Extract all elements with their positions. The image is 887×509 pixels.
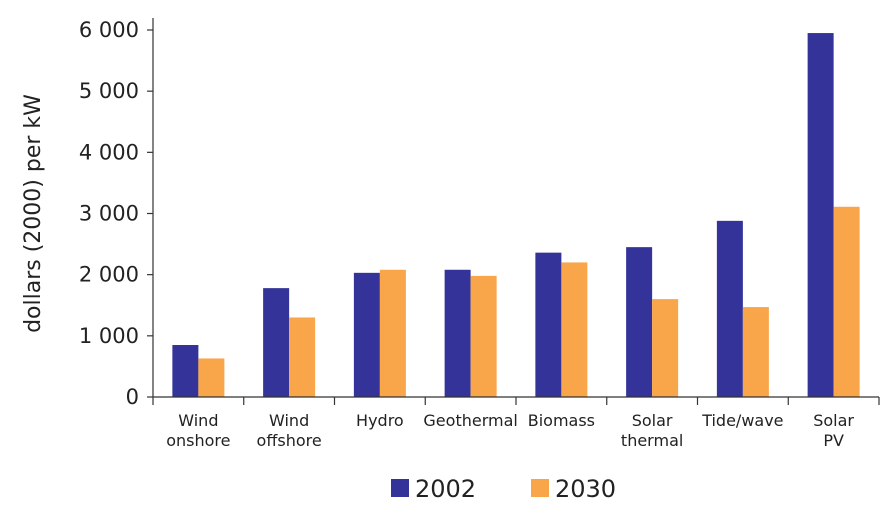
legend-label: 2002	[415, 475, 476, 503]
y-axis-title: dollars (2000) per kW	[21, 94, 46, 333]
y-tick-label: 4 000	[79, 140, 139, 164]
x-category-label: offshore	[257, 431, 322, 450]
x-category-label: Solar	[632, 411, 673, 430]
bar-2002-2	[353, 272, 380, 397]
bar-2002-6	[716, 220, 743, 397]
x-category-label: Hydro	[356, 411, 404, 430]
legend-swatch-2002	[391, 479, 409, 497]
legend-label: 2030	[555, 475, 616, 503]
x-category-label: PV	[823, 431, 844, 450]
bar-2030-4	[561, 262, 588, 397]
bar-2030-5	[652, 299, 679, 397]
bar-2030-0	[198, 358, 225, 397]
bar-2030-7	[833, 206, 860, 397]
y-tick-label: 6 000	[79, 18, 139, 42]
legend-swatch-2030	[531, 479, 549, 497]
bar-2030-1	[289, 317, 316, 397]
y-tick-label: 2 000	[79, 263, 139, 287]
x-category-label: Geothermal	[423, 411, 517, 430]
bar-2002-0	[172, 345, 199, 397]
y-axis-ticks: 0 1 000 2 000 3 000 4 000 5 000 6 000	[79, 18, 153, 409]
y-tick-label: 5 000	[79, 79, 139, 103]
bar-2002-1	[263, 288, 290, 397]
x-category-label: Tide/wave	[701, 411, 783, 430]
x-category-label: Solar	[813, 411, 854, 430]
x-category-label: Wind	[269, 411, 309, 430]
x-category-label: onshore	[166, 431, 230, 450]
bar-2002-4	[535, 252, 562, 397]
x-category-label: Wind	[178, 411, 218, 430]
legend: 2002 2030	[391, 475, 616, 503]
bar-2030-3	[470, 275, 497, 397]
y-tick-label: 0	[126, 385, 139, 409]
y-tick-label: 1 000	[79, 324, 139, 348]
x-category-label: Biomass	[528, 411, 595, 430]
bar-2030-2	[379, 269, 406, 397]
bar-2030-6	[742, 307, 769, 397]
bar-2002-7	[807, 33, 834, 397]
x-category-label: thermal	[621, 431, 683, 450]
bars-group	[172, 33, 860, 397]
y-tick-label: 3 000	[79, 202, 139, 226]
bar-2002-5	[626, 247, 653, 397]
bar-2002-3	[444, 269, 471, 397]
